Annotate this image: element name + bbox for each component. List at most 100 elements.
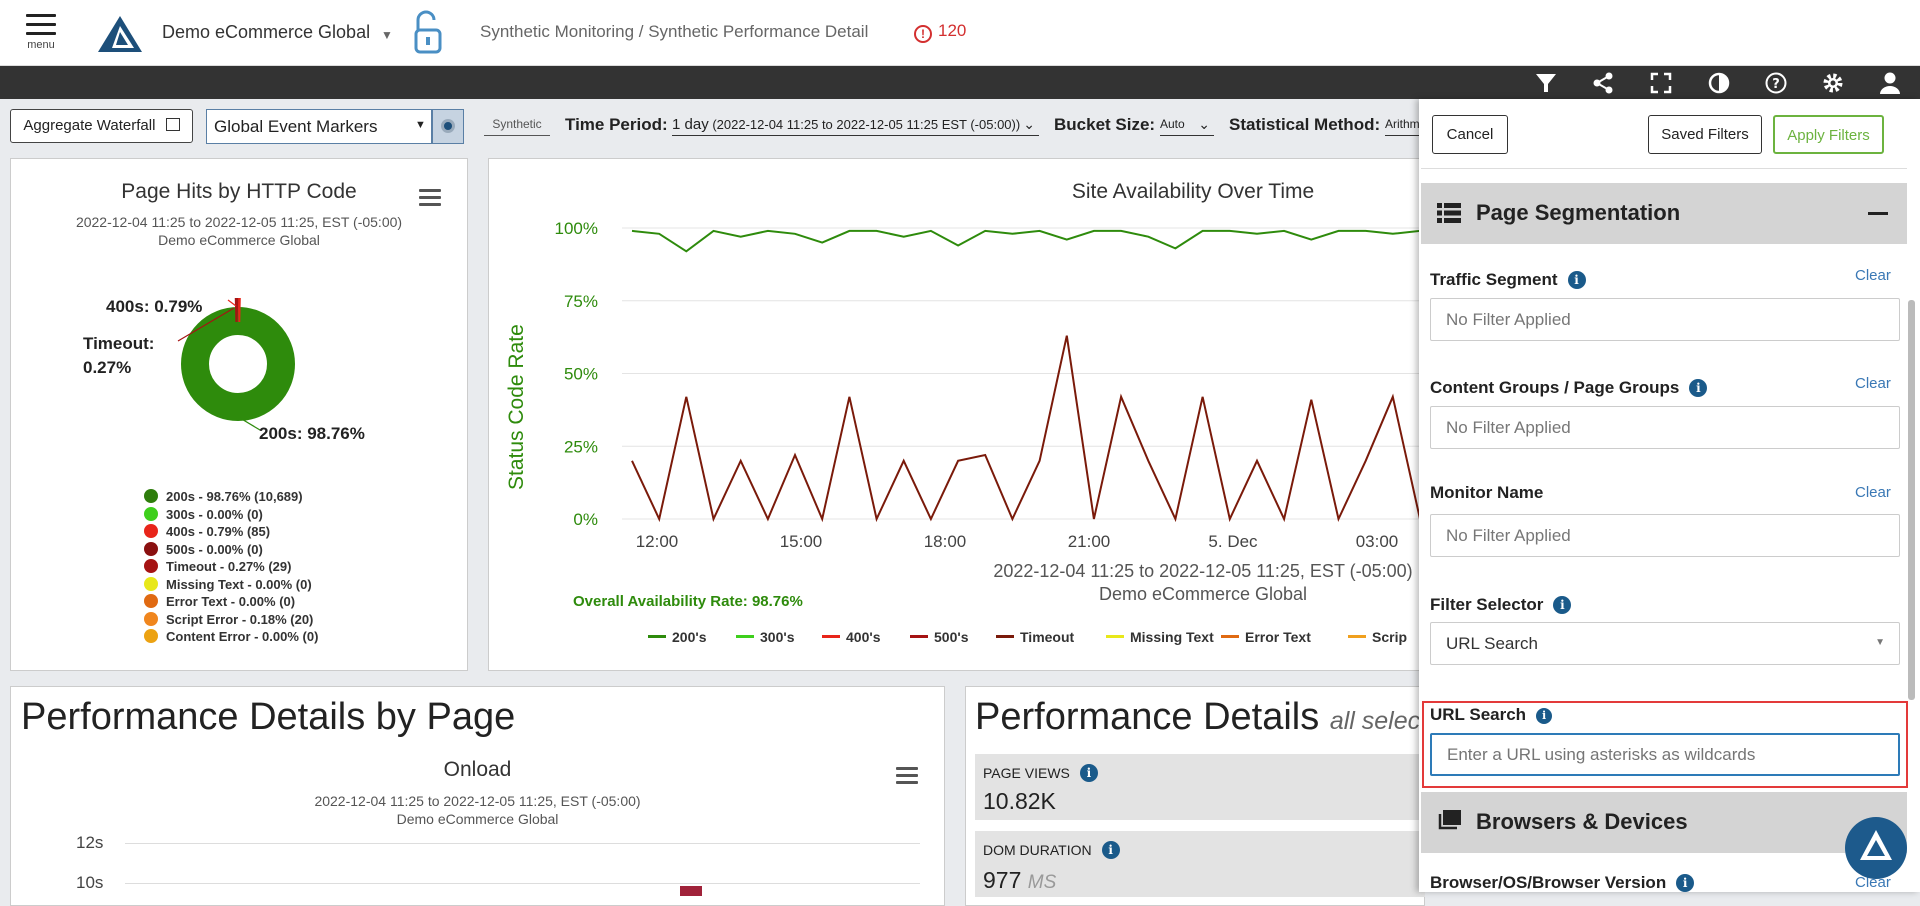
- perf-details-title: Performance Details all select: [975, 696, 1427, 739]
- help-icon[interactable]: ?: [1763, 70, 1789, 96]
- menu-button[interactable]: menu: [26, 14, 56, 60]
- legend-item[interactable]: Scrip: [1348, 629, 1407, 645]
- x-tick-label: 03:00: [1356, 532, 1399, 551]
- legend-item[interactable]: Missing Text: [1106, 629, 1214, 645]
- legend-item[interactable]: Error Text: [1221, 629, 1311, 645]
- chart-menu-icon[interactable]: [896, 767, 918, 785]
- monitor-name-clear[interactable]: Clear: [1855, 484, 1891, 501]
- legend-item[interactable]: 500s - 0.00% (0): [144, 542, 263, 557]
- x-tick-label: 18:00: [924, 532, 967, 551]
- time-period-select[interactable]: 1 day (2022-12-04 11:25 to 2022-12-05 11…: [672, 116, 1039, 136]
- legend-item[interactable]: Error Text - 0.00% (0): [144, 594, 295, 609]
- chevron-down-icon: ▼: [1875, 637, 1885, 648]
- legend-label: 500s - 0.00% (0): [166, 542, 263, 557]
- legend-label: Missing Text: [1130, 629, 1214, 645]
- stat-method-select[interactable]: Arithm: [1385, 117, 1419, 136]
- panel-scrollbar[interactable]: [1908, 300, 1915, 700]
- contrast-icon[interactable]: [1706, 70, 1732, 96]
- apply-filters-button[interactable]: Apply Filters: [1773, 115, 1884, 154]
- legend-item[interactable]: 200s - 98.76% (10,689): [144, 489, 303, 504]
- info-icon[interactable]: i: [1568, 271, 1586, 289]
- x-tick-label: 12:00: [636, 532, 679, 551]
- share-icon[interactable]: [1590, 70, 1616, 96]
- legend-line-icon: [736, 635, 754, 638]
- legend-label: Timeout: [1020, 629, 1074, 645]
- filter-icon[interactable]: [1533, 70, 1559, 96]
- pie-label-400s: 400s: 0.79%: [106, 297, 202, 317]
- x-tick-label: 5. Dec: [1208, 532, 1258, 551]
- legend-dot-icon: [144, 577, 158, 591]
- bucket-size-label: Bucket Size:: [1054, 115, 1155, 135]
- support-chat-button[interactable]: [1844, 816, 1908, 880]
- breadcrumb[interactable]: Synthetic Monitoring / Synthetic Perform…: [480, 22, 868, 42]
- info-icon[interactable]: i: [1536, 708, 1552, 724]
- chevron-down-icon: ▼: [415, 119, 426, 131]
- cancel-button[interactable]: Cancel: [1432, 115, 1508, 154]
- legend-dot-icon: [144, 489, 158, 503]
- settings-icon[interactable]: [1820, 70, 1846, 96]
- pie-org: Demo eCommerce Global: [10, 232, 468, 248]
- legend-label: Scrip: [1372, 629, 1407, 645]
- monitor-name-label: Monitor Name: [1430, 483, 1543, 503]
- onload-ytick: 10s: [76, 873, 103, 893]
- export-icon: [166, 118, 180, 131]
- synthetic-tab[interactable]: Synthetic: [484, 117, 550, 136]
- legend-line-icon: [822, 635, 840, 638]
- info-icon[interactable]: i: [1080, 764, 1098, 782]
- legend-item[interactable]: Timeout - 0.27% (29): [144, 559, 291, 574]
- legend-item[interactable]: 500's: [910, 629, 968, 645]
- pie-label-timeout-2: 0.27%: [83, 358, 131, 378]
- menu-label: menu: [26, 39, 56, 51]
- chevron-down-icon: ⌄: [1023, 116, 1035, 133]
- location-pin-button[interactable]: [432, 109, 464, 144]
- y-tick-label: 100%: [555, 219, 598, 238]
- content-groups-select[interactable]: No Filter Applied: [1430, 406, 1900, 449]
- y-tick-label: 25%: [564, 437, 598, 456]
- legend-item[interactable]: 200's: [648, 629, 706, 645]
- monitor-name-select[interactable]: No Filter Applied: [1430, 514, 1900, 557]
- aggregate-waterfall-button[interactable]: Aggregate Waterfall: [10, 109, 193, 143]
- legend-item[interactable]: 400's: [822, 629, 880, 645]
- legend-item[interactable]: 300's: [736, 629, 794, 645]
- info-icon[interactable]: i: [1102, 841, 1120, 859]
- legend-item[interactable]: Script Error - 0.18% (20): [144, 612, 313, 627]
- legend-label: Timeout - 0.27% (29): [166, 559, 291, 574]
- traffic-segment-clear[interactable]: Clear: [1855, 267, 1891, 284]
- x-tick-label: 15:00: [780, 532, 823, 551]
- fullscreen-icon[interactable]: [1648, 70, 1674, 96]
- y-tick-label: 0%: [573, 510, 598, 529]
- url-search-input[interactable]: [1430, 733, 1900, 776]
- legend-label: Missing Text - 0.00% (0): [166, 577, 312, 592]
- event-markers-select[interactable]: Global Event Markers ▼: [206, 109, 432, 144]
- browsers-devices-header[interactable]: Browsers & Devices: [1421, 792, 1907, 853]
- legend-label: 400s - 0.79% (85): [166, 524, 270, 539]
- legend-item[interactable]: Missing Text - 0.00% (0): [144, 577, 312, 592]
- info-icon[interactable]: i: [1553, 596, 1571, 614]
- collapse-icon[interactable]: [1868, 212, 1888, 215]
- legend-line-icon: [1348, 635, 1366, 638]
- org-name[interactable]: Demo eCommerce Global: [162, 22, 370, 43]
- legend-item[interactable]: 300s - 0.00% (0): [144, 507, 263, 522]
- user-icon[interactable]: [1877, 70, 1903, 96]
- page-segmentation-header[interactable]: Page Segmentation: [1421, 183, 1907, 244]
- legend-item[interactable]: 400s - 0.79% (85): [144, 524, 270, 539]
- metric-label: PAGE VIEWS: [983, 765, 1070, 781]
- legend-item[interactable]: Content Error - 0.00% (0): [144, 629, 318, 644]
- info-icon[interactable]: i: [1689, 379, 1707, 397]
- legend-item[interactable]: Timeout: [996, 629, 1074, 645]
- content-groups-clear[interactable]: Clear: [1855, 375, 1891, 392]
- bucket-size-select[interactable]: Auto⌄: [1160, 117, 1214, 136]
- chart-menu-icon[interactable]: [419, 189, 441, 207]
- alert-badge[interactable]: !120: [914, 21, 966, 43]
- filter-selector-select[interactable]: URL Search ▼: [1430, 622, 1900, 665]
- info-icon[interactable]: i: [1676, 874, 1694, 892]
- traffic-segment-select[interactable]: No Filter Applied: [1430, 298, 1900, 341]
- org-dropdown-icon[interactable]: ▼: [381, 28, 393, 42]
- legend-line-icon: [910, 635, 928, 638]
- unlock-icon[interactable]: [410, 10, 446, 56]
- saved-filters-button[interactable]: Saved Filters: [1648, 115, 1762, 154]
- legend-dot-icon: [144, 559, 158, 573]
